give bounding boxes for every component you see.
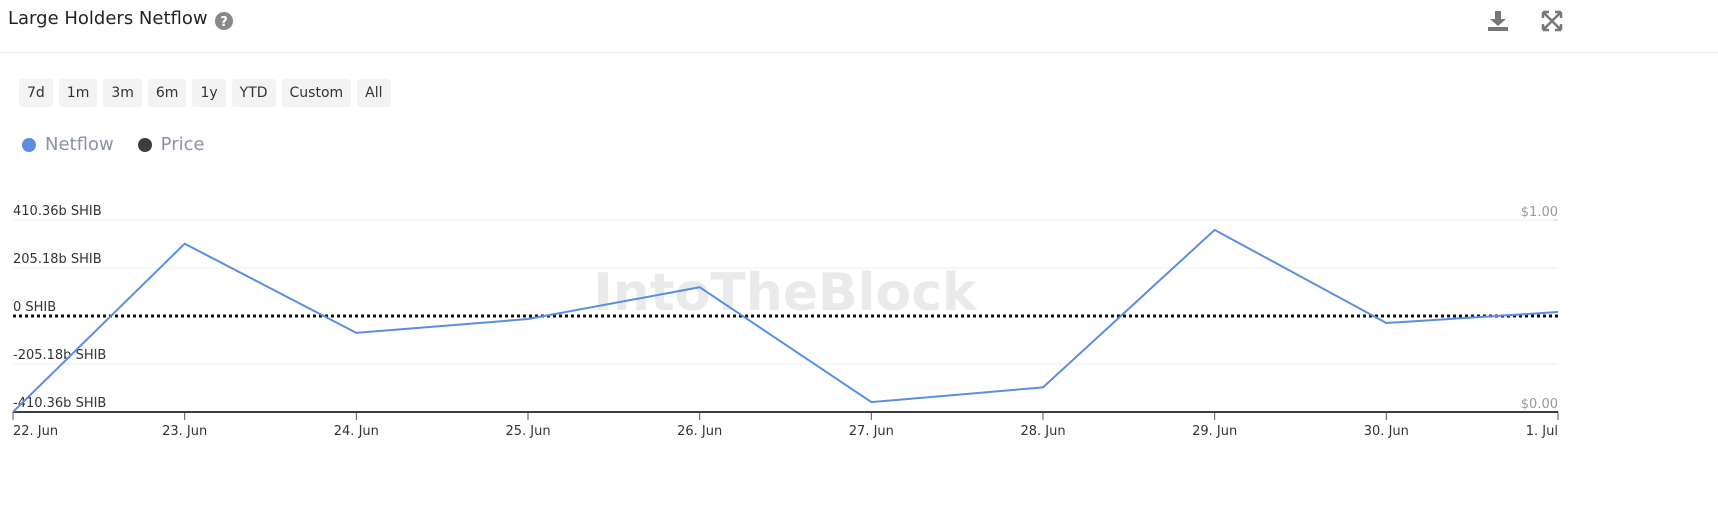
download-icon[interactable] — [1488, 11, 1508, 31]
x-tick-label: 30. Jun — [1364, 424, 1409, 439]
range-button[interactable]: 7d — [19, 79, 53, 107]
range-button[interactable]: YTD — [231, 79, 276, 107]
legend-label: Price — [160, 134, 205, 155]
range-button[interactable]: 6m — [147, 79, 187, 107]
x-tick-label: 29. Jun — [1192, 424, 1237, 439]
range-button[interactable]: All — [357, 79, 391, 107]
expand-icon[interactable] — [1541, 10, 1563, 32]
legend: Netflow Price — [22, 134, 205, 155]
range-button[interactable]: 1m — [58, 79, 98, 107]
x-tick-label: 1. Jul — [1526, 424, 1558, 439]
x-tick-label: 27. Jun — [849, 424, 894, 439]
legend-marker — [22, 137, 36, 152]
series-line — [12, 228, 1559, 413]
x-tick-label: 23. Jun — [162, 424, 207, 439]
range-button[interactable]: 3m — [103, 79, 142, 107]
legend-item[interactable]: Netflow — [22, 134, 114, 155]
y-tick-label: -205.18b SHIB — [13, 348, 106, 363]
x-tick-label: 25. Jun — [505, 424, 550, 439]
legend-marker — [137, 137, 152, 152]
toolbar-icons — [1488, 10, 1563, 32]
svg-text:?: ? — [220, 15, 228, 30]
range-buttons: 7d 1m 3m 6m 1y YTD Custom All — [19, 79, 391, 107]
legend-item[interactable]: Price — [137, 134, 205, 155]
x-tick-label: 24. Jun — [334, 424, 379, 439]
range-button[interactable]: Custom — [281, 79, 352, 107]
help-icon[interactable]: ? — [215, 12, 233, 30]
y-tick-label: 410.36b SHIB — [13, 204, 102, 219]
legend-label: Netflow — [45, 134, 114, 155]
y-tick-label: -410.36b SHIB — [13, 396, 106, 411]
x-tick-label: 22. Jun — [13, 424, 58, 439]
y-tick-label: 205.18b SHIB — [13, 252, 102, 267]
title: Large Holders Netflow — [8, 8, 208, 29]
x-tick-label: 26. Jun — [677, 424, 722, 439]
separator — [0, 52, 1718, 53]
x-tick-label: 28. Jun — [1020, 424, 1065, 439]
y2-tick-label: $0.00 — [1521, 397, 1558, 412]
watermark: IntoTheBlock — [593, 263, 978, 323]
y-tick-label: 0 SHIB — [13, 300, 56, 315]
range-button[interactable]: 1y — [192, 79, 226, 107]
y2-tick-label: $1.00 — [1521, 205, 1558, 220]
